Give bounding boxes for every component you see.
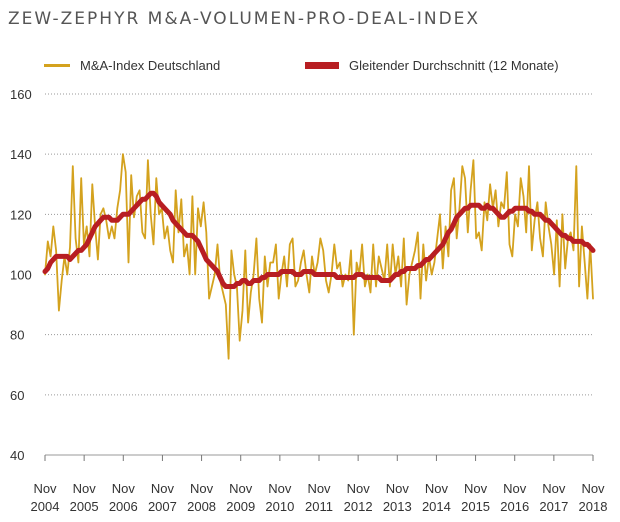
x-tick-year-2014: 2014 — [422, 499, 451, 514]
legend-label-moving-average: Gleitender Durchschnitt (12 Monate) — [349, 58, 559, 73]
y-tick-label-140: 140 — [10, 147, 32, 162]
legend-swatch-moving-average — [305, 62, 339, 69]
series-line-moving-average — [42, 190, 596, 289]
x-tick-month-2010: Nov — [268, 481, 292, 496]
x-tick-year-2016: 2016 — [500, 499, 529, 514]
x-tick-year-2015: 2015 — [461, 499, 490, 514]
x-tick-month-2004: Nov — [33, 481, 57, 496]
legend-swatch-ma-index — [44, 64, 70, 67]
x-tick-year-2017: 2017 — [539, 499, 568, 514]
x-tick-year-2009: 2009 — [226, 499, 255, 514]
x-tick-month-2013: Nov — [386, 481, 410, 496]
x-tick-year-2010: 2010 — [265, 499, 294, 514]
x-tick-month-2015: Nov — [464, 481, 488, 496]
x-tick-year-2013: 2013 — [383, 499, 412, 514]
x-tick-month-2012: Nov — [347, 481, 371, 496]
y-tick-label-100: 100 — [10, 268, 32, 283]
legend-item-moving-average: Gleitender Durchschnitt (12 Monate) — [305, 58, 559, 73]
legend-label-ma-index: M&A-Index Deutschland — [80, 58, 221, 73]
x-tick-month-2009: Nov — [229, 481, 253, 496]
x-tick-year-2008: 2008 — [187, 499, 216, 514]
x-tick-year-2012: 2012 — [344, 499, 373, 514]
y-tick-label-160: 160 — [10, 87, 32, 102]
x-tick-month-2017: Nov — [542, 481, 566, 496]
x-tick-month-2018: Nov — [581, 481, 605, 496]
x-tick-month-2014: Nov — [425, 481, 449, 496]
x-tick-year-2006: 2006 — [109, 499, 138, 514]
legend-item-ma-index: M&A-Index Deutschland — [44, 58, 220, 73]
x-tick-year-2018: 2018 — [579, 499, 608, 514]
y-tick-label-40: 40 — [10, 448, 24, 463]
x-tick-month-2011: Nov — [307, 481, 331, 496]
series-line-ma-index — [44, 153, 594, 360]
x-tick-year-2007: 2007 — [148, 499, 177, 514]
x-tick-year-2011: 2011 — [305, 499, 333, 514]
x-tick-month-2006: Nov — [112, 481, 136, 496]
x-tick-year-2005: 2005 — [70, 499, 99, 514]
x-tick-month-2007: Nov — [151, 481, 175, 496]
x-tick-month-2016: Nov — [503, 481, 527, 496]
x-tick-month-2005: Nov — [73, 481, 97, 496]
y-tick-label-80: 80 — [10, 328, 24, 343]
y-tick-label-60: 60 — [10, 388, 24, 403]
x-tick-month-2008: Nov — [190, 481, 214, 496]
chart-title: ZEW-ZEPHYR M&A-VOLUMEN-PRO-DEAL-INDEX — [8, 9, 481, 29]
x-tick-year-2004: 2004 — [31, 499, 60, 514]
y-tick-label-120: 120 — [10, 207, 32, 222]
